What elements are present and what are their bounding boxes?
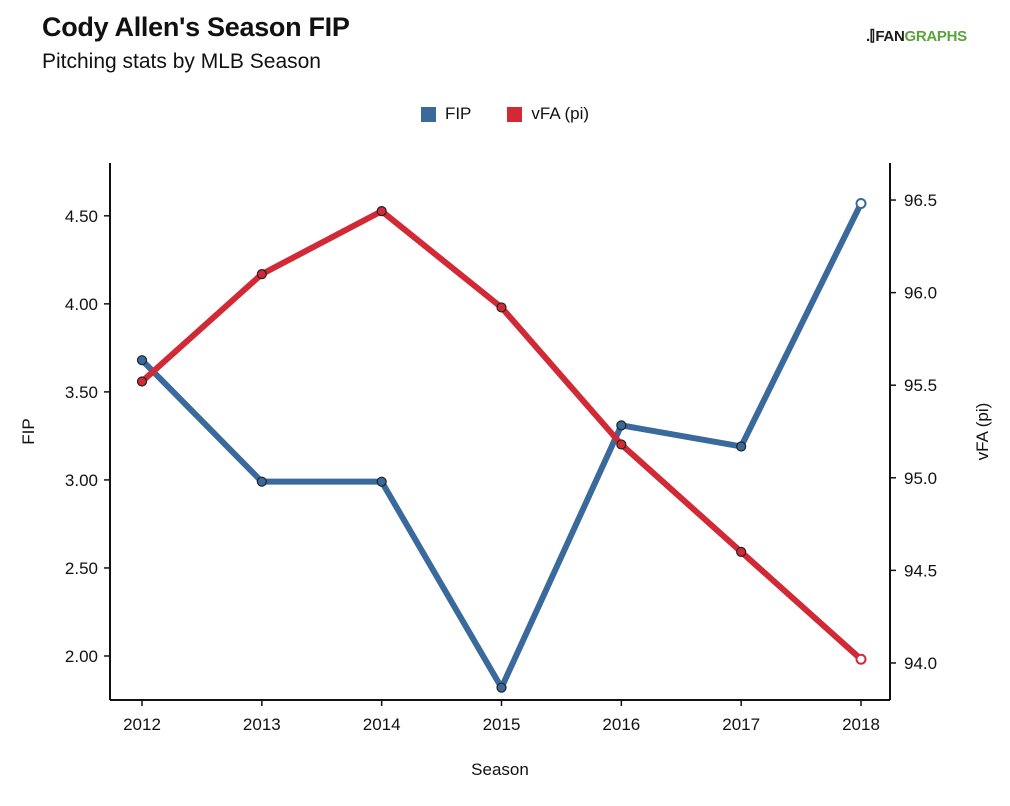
y-tick-label: 2.50	[65, 559, 98, 578]
fangraphs-logo-icon: .⫿	[866, 28, 875, 45]
y-tick-label: 4.50	[65, 207, 98, 226]
data-point-fip	[136, 355, 148, 366]
legend-label-vfa: vFA (pi)	[531, 104, 590, 123]
x-axis-label: Season	[471, 760, 529, 779]
logo-text-graphs: GRAPHS	[904, 28, 967, 45]
legend-swatch-vfa	[507, 106, 523, 122]
series-line-vfa	[139, 208, 864, 663]
chart-legend: FIP vFA (pi)	[0, 104, 1010, 124]
data-point-fip	[616, 420, 627, 431]
x-tick-label: 2012	[123, 715, 161, 734]
y-tick-label: 4.00	[65, 295, 98, 314]
y-axis-label: FIP	[19, 418, 38, 444]
y-tick-label: 3.00	[65, 471, 98, 490]
y2-tick-label: 96.0	[904, 284, 937, 303]
y-tick-label: 3.50	[65, 383, 98, 402]
legend-item-fip: FIP	[420, 104, 472, 124]
series-line-fip	[139, 200, 864, 691]
data-point-vfa	[136, 376, 148, 387]
data-point-vfa	[496, 302, 507, 313]
y2-tick-label: 95.0	[904, 469, 937, 488]
x-tick-label: 2018	[842, 715, 880, 734]
data-point-fip	[855, 197, 867, 209]
legend-swatch-fip	[420, 106, 436, 122]
x-tick-label: 2017	[722, 715, 760, 734]
legend-label-fip: FIP	[444, 104, 472, 123]
data-point-fip	[496, 682, 507, 693]
y2-tick-label: 94.0	[904, 654, 937, 673]
x-tick-label: 2014	[363, 715, 401, 734]
chart-axes: 2.00 2.50 3.00 3.50 4.00 4.50 94.0 94.5 95.0 95.5…	[65, 163, 937, 734]
data-point-vfa	[736, 546, 747, 557]
y-tick-label: 2.00	[65, 647, 98, 666]
y2-tick-label: 95.5	[904, 376, 937, 395]
fangraphs-logo: .⫿ FAN GRAPHS	[866, 28, 967, 45]
chart-data-points	[136, 197, 867, 693]
data-point-vfa	[376, 206, 387, 217]
y2-tick-label: 96.5	[904, 191, 937, 210]
y2-tick-label: 94.5	[904, 561, 937, 580]
x-tick-label: 2016	[602, 715, 640, 734]
data-point-vfa	[256, 269, 267, 280]
logo-text-fan: FAN	[875, 28, 905, 45]
data-point-vfa	[855, 653, 867, 665]
chart-subtitle: Pitching stats by MLB Season	[42, 50, 321, 73]
x-tick-label: 2015	[483, 715, 521, 734]
chart-series-lines	[139, 200, 864, 691]
data-point-fip	[736, 441, 747, 452]
data-point-fip	[376, 476, 387, 487]
data-point-vfa	[616, 439, 627, 450]
x-tick-label: 2013	[243, 715, 281, 734]
y2-axis-label: vFA (pi)	[973, 403, 992, 461]
chart-title: Cody Allen's Season FIP	[42, 12, 350, 42]
data-point-fip	[256, 476, 267, 487]
legend-item-vfa: vFA (pi)	[507, 104, 589, 124]
